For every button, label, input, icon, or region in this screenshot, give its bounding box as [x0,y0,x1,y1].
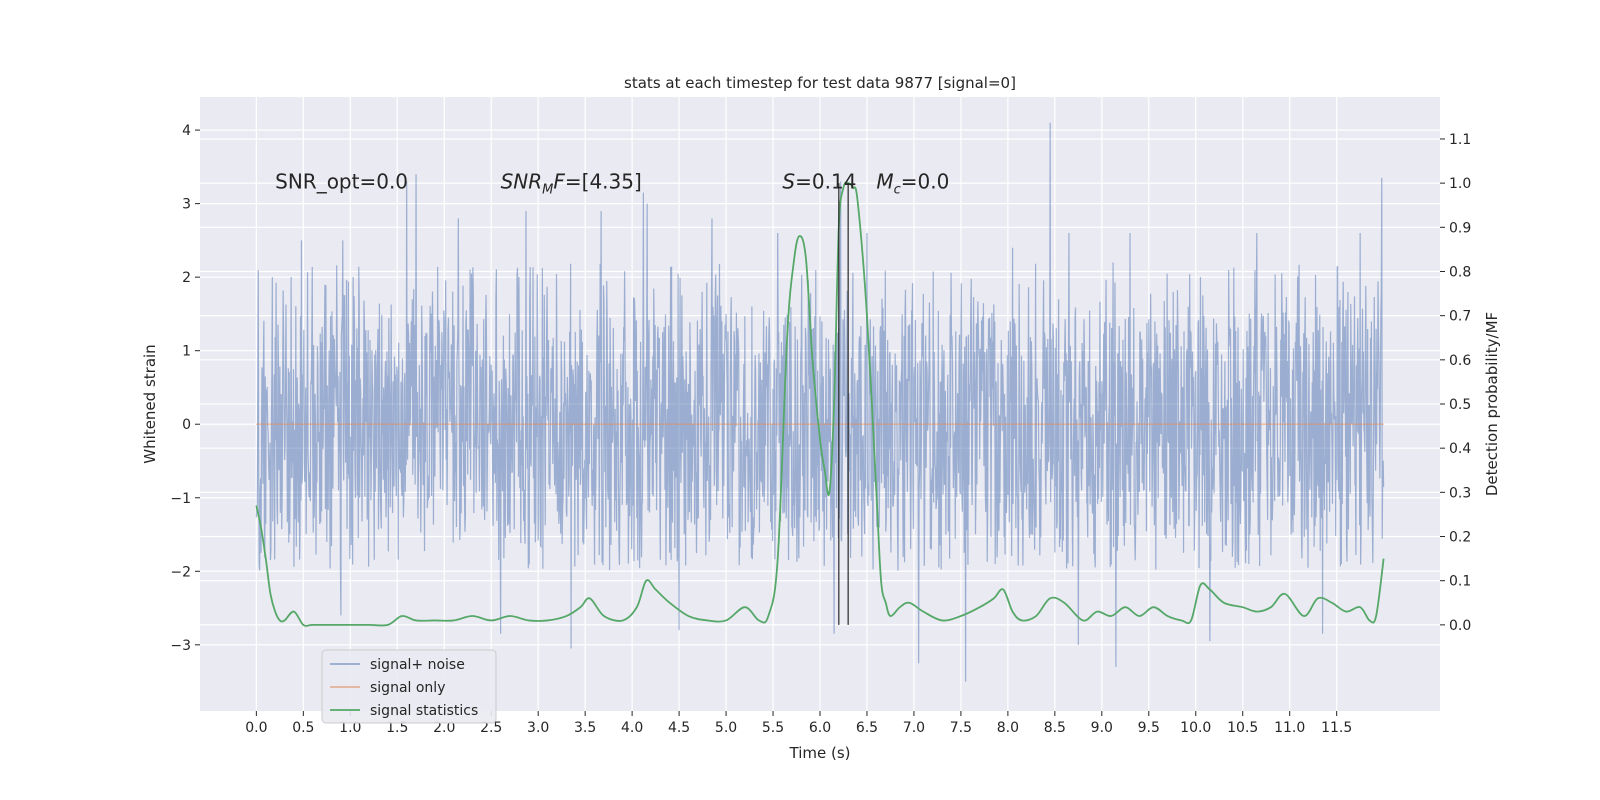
y2-tick-label: 0.5 [1449,397,1471,413]
x-tick-label: 3.0 [527,720,549,736]
x-tick-label: 7.5 [950,720,972,736]
annotation-snr-opt: SNR_opt=0.0 [275,170,408,194]
x-tick-label: 0.0 [245,720,267,736]
legend-label: signal+ noise [370,657,465,673]
annotation-snr-mf-text: SNR [501,170,543,194]
legend: signal+ noise signal only signal statistic… [321,649,497,724]
x-tick-label: 5.0 [715,720,737,736]
legend-box [321,649,497,724]
y-tick-label: −1 [170,491,191,507]
ticks: 0.0 0.5 1.0 1.5 2.0 2.5 3.0 3.5 4.0 4.5 5.0 5.5 6.0 6… [170,123,1471,736]
x-tick-label: 0.5 [292,720,314,736]
y2-tick-label: 0.0 [1449,618,1471,634]
x-tick-label: 1.0 [339,720,361,736]
x-tick-label: 2.0 [433,720,455,736]
y2-tick-label: 0.2 [1449,530,1471,546]
x-tick-label: 8.0 [997,720,1019,736]
annotation-s-stat-text: S [782,170,795,194]
annotations: SNR_opt=0.0 SNRMF=[4.35] S=0.14 Mc=0.0 [275,170,949,198]
x-tick-label: 6.5 [856,720,878,736]
y2-tick-label: 0.9 [1449,220,1471,236]
y2-tick-label: 0.1 [1449,574,1471,590]
y-tick-label: 3 [182,197,191,213]
x-tick-label: 11.5 [1321,720,1352,736]
x-tick-label: 3.5 [574,720,596,736]
annotation-s-stat-suffix: =0.14 [795,170,856,194]
x-tick-label: 7.0 [903,720,925,736]
x-tick-label: 10.0 [1180,720,1211,736]
annotation-mc-sub: c [894,183,901,198]
x-tick-label: 9.5 [1138,720,1160,736]
y2-tick-label: 0.7 [1449,309,1471,325]
y-tick-label: 0 [182,417,191,433]
annotation-snr-mf: SNRMF=[4.35] [501,170,642,198]
y2-tick-label: 0.4 [1449,441,1471,457]
y2-tick-label: 0.3 [1449,485,1471,501]
series-layer [255,122,1385,682]
x-tick-label: 1.5 [386,720,408,736]
y2-axis-label: Detection probability/MF [1483,312,1501,496]
annotation-mc-suffix: =0.0 [901,170,950,194]
y-tick-label: −2 [170,564,191,580]
x-axis-label: Time (s) [789,744,851,762]
x-tick-label: 10.5 [1227,720,1258,736]
y2-tick-label: 0.8 [1449,264,1471,280]
y-tick-label: 2 [182,270,191,286]
annotation-mc: Mc=0.0 [876,170,949,198]
y2-tick-label: 1.0 [1449,176,1471,192]
legend-label: signal statistics [370,703,478,719]
x-tick-label: 9.0 [1091,720,1113,736]
y-tick-label: −3 [170,638,191,654]
y-tick-label: 1 [182,344,191,360]
x-tick-label: 8.5 [1044,720,1066,736]
legend-label: signal only [370,680,445,696]
y2-tick-label: 1.1 [1449,132,1471,148]
x-tick-label: 11.0 [1274,720,1305,736]
y-axis-label: Whitened strain [141,344,159,463]
x-tick-label: 6.0 [809,720,831,736]
annotation-snr-mf-sub: M [542,183,553,198]
y2-tick-label: 0.6 [1449,353,1471,369]
x-tick-label: 2.5 [480,720,502,736]
chart-title: stats at each timestep for test data 987… [624,74,1016,92]
series-signal-noise-line [255,122,1385,682]
annotation-snr-opt-text: SNR_opt=0.0 [275,170,408,194]
annotation-s-stat: S=0.14 [782,170,856,194]
x-tick-label: 5.5 [762,720,784,736]
annotation-snr-mf-suffix: F=[4.35] [553,170,641,194]
annotation-mc-text: M [876,170,893,194]
series-signal-statistics-line [255,181,1385,627]
x-tick-label: 4.0 [621,720,643,736]
x-tick-label: 4.5 [668,720,690,736]
y-tick-label: 4 [182,123,191,139]
